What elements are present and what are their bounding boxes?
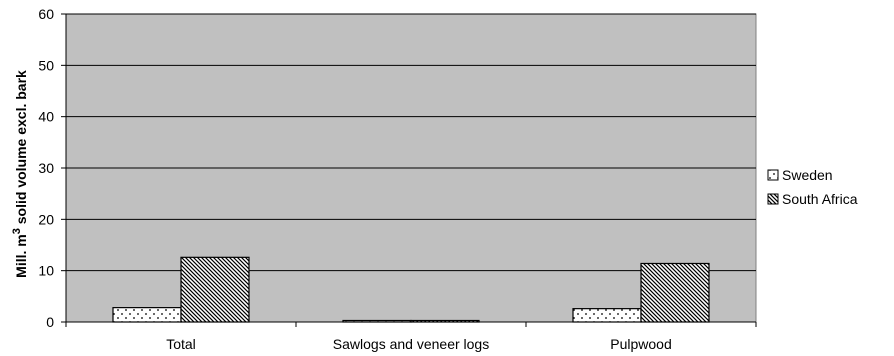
y-tick-label: 40: [38, 109, 54, 125]
legend-box: [762, 164, 890, 216]
y-tick-label: 10: [38, 263, 54, 279]
legend-swatch-south-africa: [767, 193, 779, 205]
bar-sweden-2: [572, 308, 642, 323]
y-tick-label: 0: [46, 314, 54, 330]
bar-sweden-0: [112, 307, 182, 323]
y-tick-label: 30: [38, 160, 54, 176]
legend-label-south-africa: South Africa: [782, 191, 858, 207]
axes: [61, 13, 757, 327]
y-axis-title: Mill. m3 solid volume excl. bark: [11, 70, 29, 278]
bar-south-africa-2: [640, 262, 710, 323]
x-tick-label: Sawlogs and veneer logs: [333, 336, 489, 352]
y-tick-label: 20: [38, 211, 54, 227]
legend-swatch-sweden: [767, 169, 779, 181]
x-tick-label: Pulpwood: [610, 336, 672, 352]
bar-south-africa-0: [180, 256, 250, 323]
y-tick-labels: 0 10 20 30 40 50 60: [38, 6, 54, 330]
legend: Sweden South Africa: [762, 164, 890, 216]
bars: [112, 256, 710, 323]
x-tick-label: Total: [166, 336, 196, 352]
y-tick-label: 60: [38, 6, 54, 22]
legend-label-sweden: Sweden: [782, 167, 833, 183]
x-tick-labels: Total Sawlogs and veneer logs Pulpwood: [166, 336, 672, 352]
y-tick-label: 50: [38, 57, 54, 73]
